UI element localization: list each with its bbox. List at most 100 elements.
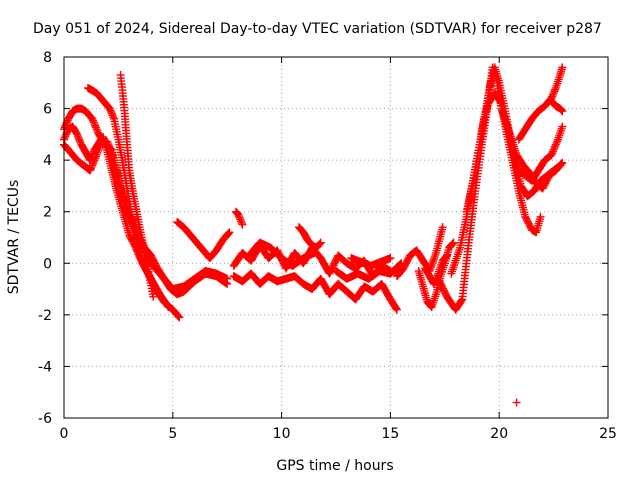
data-point <box>106 106 115 115</box>
data-point <box>73 130 82 139</box>
data-point <box>164 303 173 312</box>
y-tick-label: 4 <box>43 153 52 169</box>
data-point <box>457 296 466 305</box>
data-point <box>224 229 233 238</box>
data-point <box>549 89 558 98</box>
data-point <box>135 252 144 261</box>
data-point <box>107 109 116 118</box>
data-point <box>89 159 98 168</box>
data-point <box>236 217 245 226</box>
data-point <box>237 218 246 227</box>
data-point <box>238 220 247 229</box>
data-point <box>90 156 99 165</box>
data-point <box>88 114 97 123</box>
data-point <box>89 116 98 125</box>
x-axis-label: GPS time / hours <box>276 458 393 474</box>
data-point <box>174 312 183 321</box>
data-point <box>92 125 101 134</box>
x-tick-label: 15 <box>381 426 399 442</box>
data-point <box>553 137 562 146</box>
data-point <box>551 85 560 94</box>
data-point <box>133 248 142 257</box>
data-point <box>75 137 84 146</box>
data-point <box>86 166 95 175</box>
data-point <box>163 301 172 310</box>
data-point <box>87 163 96 172</box>
data-point <box>448 239 457 248</box>
data-point <box>558 158 567 167</box>
data-point <box>136 255 145 264</box>
data-point <box>548 147 557 156</box>
data-point <box>107 108 116 117</box>
data-point <box>225 228 234 237</box>
data-point <box>550 144 559 153</box>
y-tick-label: -6 <box>38 411 52 427</box>
data-point <box>552 138 561 147</box>
x-tick-label: 5 <box>168 426 177 442</box>
data-point <box>131 243 140 252</box>
data-point <box>558 107 567 116</box>
data-point <box>235 213 244 222</box>
data-point <box>91 121 100 130</box>
data-point <box>234 210 243 219</box>
data-point <box>449 238 458 247</box>
data-point <box>93 126 102 135</box>
data-point <box>134 250 143 259</box>
data-point <box>86 164 95 173</box>
data-point <box>173 311 182 320</box>
data-point <box>75 135 84 144</box>
data-point <box>236 215 245 224</box>
data-point <box>438 223 447 232</box>
x-tick-label: 20 <box>490 426 508 442</box>
data-point <box>392 305 401 314</box>
data-point <box>429 279 438 288</box>
data-point <box>550 87 559 96</box>
data-point <box>74 133 83 142</box>
x-tick-label: 0 <box>60 426 69 442</box>
data-point <box>60 133 69 142</box>
x-tick-label: 25 <box>599 426 617 442</box>
y-axis-label: SDTVAR / TECUs <box>6 180 22 295</box>
data-point <box>132 245 141 254</box>
data-point <box>223 279 232 288</box>
data-point <box>557 106 566 115</box>
data-point <box>558 122 567 131</box>
data-point <box>496 98 505 107</box>
data-point <box>73 132 82 141</box>
data-point <box>442 251 451 260</box>
y-tick-label: 8 <box>43 50 52 66</box>
data-point <box>90 120 99 129</box>
data-point <box>175 313 184 322</box>
data-point <box>558 63 567 72</box>
y-tick-label: -2 <box>38 308 52 324</box>
x-tick-label: 10 <box>273 426 291 442</box>
data-point <box>91 152 100 161</box>
plot-frame <box>63 56 609 419</box>
data-point <box>442 252 451 261</box>
data-point <box>89 157 98 166</box>
data-point <box>88 161 97 170</box>
data-point <box>61 132 70 141</box>
data-point <box>548 149 557 158</box>
data-point <box>89 118 98 127</box>
data-point <box>548 90 557 99</box>
data-point <box>512 398 521 407</box>
data-point <box>91 154 100 163</box>
data-point <box>536 212 545 221</box>
y-tick-label: 2 <box>43 205 52 221</box>
data-point <box>557 159 566 168</box>
data-point <box>547 150 556 159</box>
data-point <box>105 104 114 113</box>
chart-title: Day 051 of 2024, Sidereal Day-to-day VTE… <box>33 21 602 37</box>
data-point <box>549 145 558 154</box>
data-point <box>392 304 401 313</box>
data-point <box>234 212 243 221</box>
data-point <box>316 238 325 247</box>
data-point <box>109 113 118 122</box>
y-tick-label: -4 <box>38 359 52 375</box>
y-tick-label: 6 <box>43 102 52 118</box>
data-point <box>133 247 142 256</box>
data-point <box>315 239 324 248</box>
data-point <box>223 230 232 239</box>
